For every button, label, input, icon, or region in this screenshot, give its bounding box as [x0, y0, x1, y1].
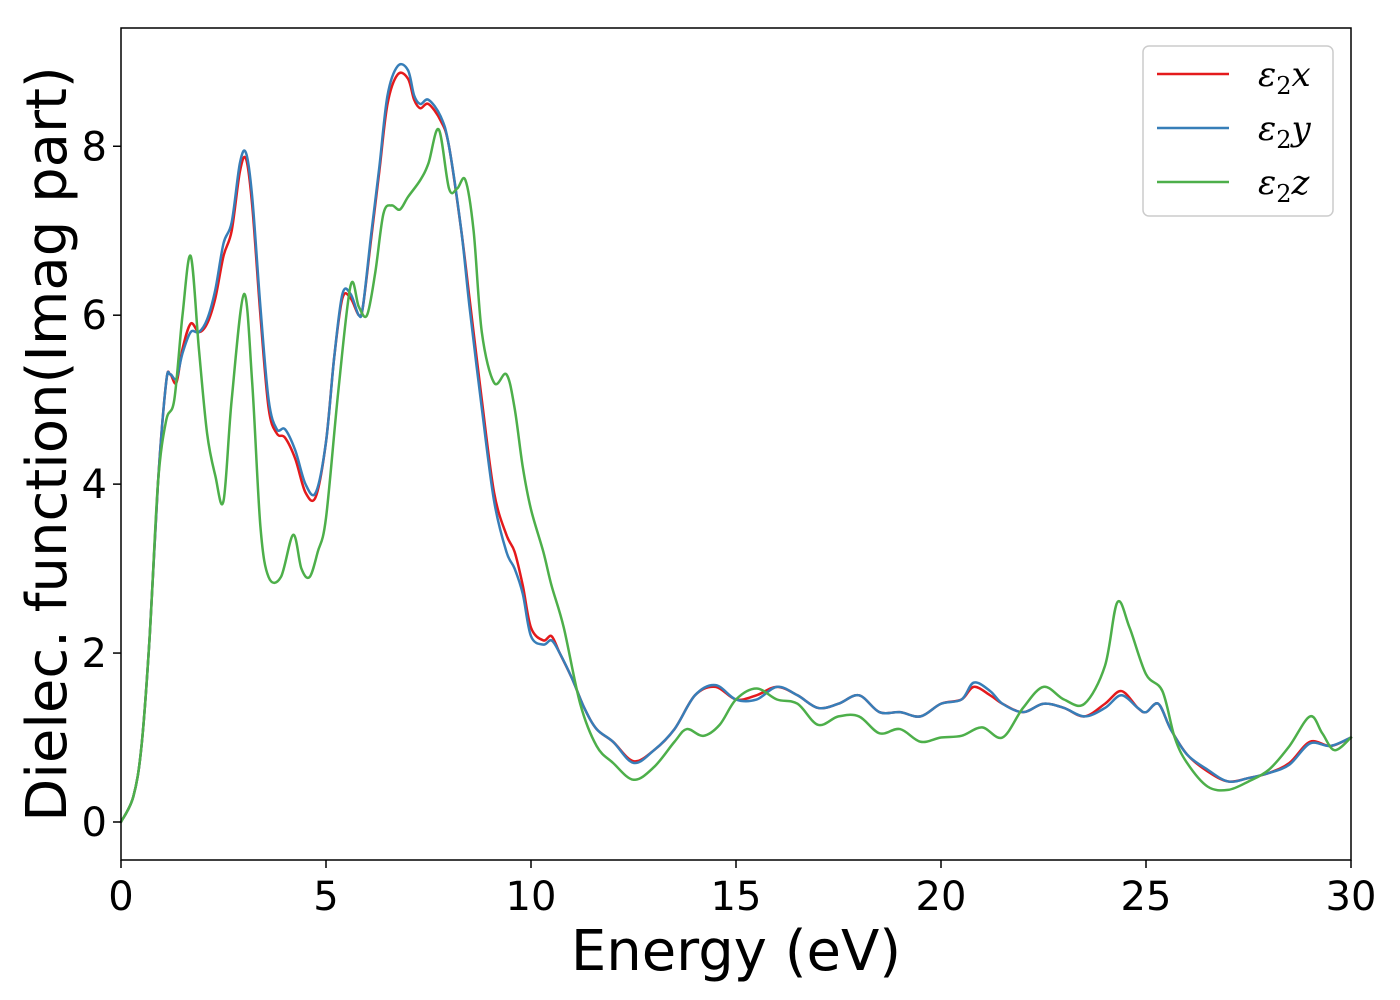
y-tick-label: 6 [82, 293, 107, 339]
series-layer [119, 62, 1353, 824]
y-tick-label: 8 [82, 124, 107, 170]
x-tick-label: 10 [506, 874, 557, 920]
x-tick-label: 5 [313, 874, 338, 920]
y-tick-label: 2 [82, 631, 107, 677]
x-tick-label: 30 [1326, 874, 1377, 920]
legend-label: ε2y [1258, 109, 1312, 154]
legend-box [1142, 45, 1334, 217]
y-axis: 0 2 4 6 8 [82, 124, 121, 846]
y-axis-title: Dielec. function(Imag part) [15, 66, 80, 822]
series-line-y [119, 62, 1353, 824]
x-axis: 0 5 10 15 20 25 30 [108, 860, 1376, 920]
series-line-z [119, 128, 1353, 824]
legend-label: ε2z [1258, 163, 1311, 208]
x-tick-label: 25 [1121, 874, 1172, 920]
x-tick-label: 20 [916, 874, 967, 920]
x-tick-label: 15 [711, 874, 762, 920]
x-axis-title: Energy (eV) [571, 919, 901, 984]
legend-label: ε2x [1258, 55, 1311, 100]
x-tick-label: 0 [108, 874, 133, 920]
y-tick-label: 4 [82, 462, 107, 508]
legend: ε2x ε2y ε2z [1142, 45, 1334, 217]
y-tick-label: 0 [82, 800, 107, 846]
